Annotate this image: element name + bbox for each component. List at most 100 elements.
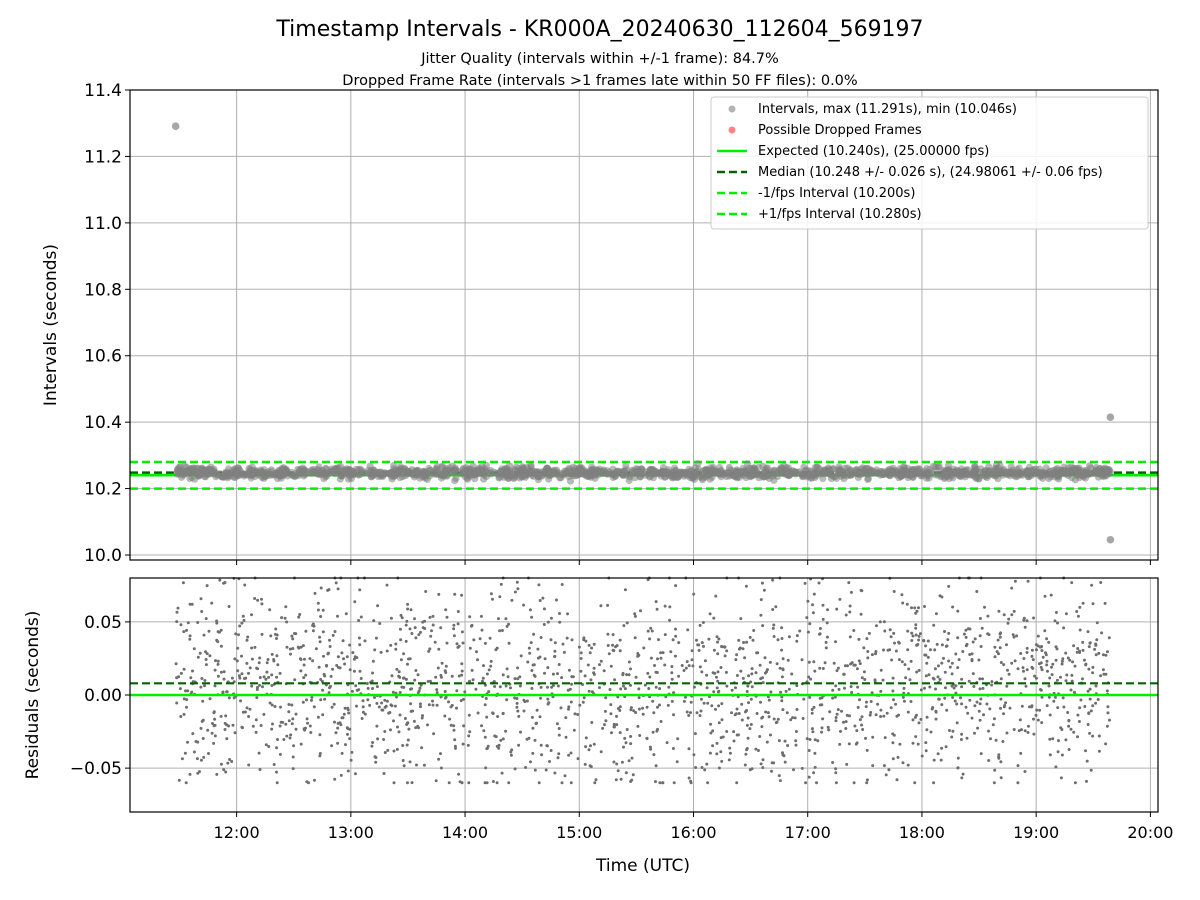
- residual-point: [747, 674, 751, 678]
- residual-point: [394, 642, 398, 646]
- residual-point: [1034, 676, 1038, 680]
- residual-point: [416, 691, 420, 695]
- residual-point: [450, 674, 454, 678]
- interval-point: [830, 473, 838, 481]
- residual-point: [557, 663, 561, 666]
- residual-point: [972, 685, 976, 688]
- residual-point: [589, 744, 592, 748]
- residual-point: [875, 624, 878, 628]
- residual-point: [431, 699, 434, 703]
- residual-point: [437, 647, 441, 651]
- residual-point: [258, 676, 262, 679]
- interval-point: [719, 470, 727, 478]
- residual-point: [812, 771, 816, 775]
- residual-point: [620, 760, 624, 764]
- residual-point: [232, 696, 236, 700]
- residual-point: [1039, 665, 1043, 669]
- residual-point: [825, 621, 829, 625]
- residual-point: [934, 687, 937, 691]
- residual-point: [793, 716, 797, 720]
- residual-point: [715, 741, 719, 745]
- residual-point: [548, 760, 551, 763]
- residual-point: [554, 598, 558, 602]
- interval-point: [432, 465, 440, 473]
- residual-point: [649, 626, 653, 630]
- residual-point: [1034, 648, 1038, 652]
- residual-point: [716, 652, 720, 656]
- residual-point: [335, 664, 339, 667]
- residual-point: [843, 686, 846, 690]
- residual-point: [539, 636, 543, 639]
- residual-point: [629, 742, 633, 746]
- residual-point: [402, 676, 406, 680]
- residual-point: [250, 613, 253, 617]
- residual-point: [687, 664, 691, 668]
- residual-point: [978, 634, 982, 638]
- residual-point: [989, 737, 992, 741]
- residual-point: [377, 705, 381, 709]
- residual-point: [689, 711, 692, 715]
- residual-point: [705, 762, 709, 766]
- residual-point: [777, 774, 781, 778]
- interval-point: [731, 472, 739, 481]
- residual-point: [431, 703, 435, 707]
- residual-point: [321, 713, 325, 717]
- residual-point: [890, 658, 894, 662]
- residual-point: [682, 699, 686, 703]
- residual-point: [346, 769, 350, 773]
- residual-point: [1081, 648, 1085, 652]
- residual-point: [948, 665, 952, 669]
- residual-point: [979, 697, 983, 701]
- residual-point: [491, 780, 495, 783]
- residual-point: [476, 711, 480, 715]
- residual-point: [927, 673, 931, 677]
- residual-point: [818, 632, 821, 636]
- residual-point: [1090, 583, 1094, 587]
- residual-point: [977, 709, 981, 713]
- residual-point: [476, 658, 479, 662]
- residual-point: [1043, 629, 1047, 633]
- residual-point: [933, 667, 937, 671]
- residual-point: [865, 700, 868, 704]
- residual-point: [861, 728, 865, 731]
- residual-point: [292, 744, 296, 748]
- residual-point: [354, 684, 358, 688]
- residual-point: [203, 679, 207, 682]
- residual-point: [754, 671, 758, 675]
- interval-point: [764, 470, 772, 478]
- residual-point: [937, 697, 941, 701]
- residual-point: [618, 638, 622, 642]
- residual-point: [781, 708, 785, 712]
- residual-point: [760, 725, 764, 729]
- residual-point: [859, 612, 863, 616]
- interval-point: [603, 470, 611, 478]
- residual-point: [213, 684, 217, 688]
- residual-point: [1047, 684, 1051, 688]
- residual-point: [410, 632, 414, 635]
- residual-point: [366, 686, 370, 690]
- residual-point: [196, 621, 200, 624]
- residual-point: [876, 702, 880, 706]
- residual-point: [1073, 664, 1077, 668]
- residual-point: [1067, 718, 1071, 722]
- residual-point: [703, 768, 707, 772]
- residual-point: [358, 588, 362, 592]
- residual-point: [612, 649, 616, 653]
- residual-point: [408, 760, 412, 764]
- residual-point: [728, 751, 732, 755]
- residual-point: [485, 672, 489, 676]
- residual-point: [970, 716, 974, 720]
- residual-point: [1050, 665, 1053, 669]
- residual-point: [184, 781, 188, 785]
- residual-point: [1040, 649, 1044, 652]
- residual-point: [419, 683, 423, 687]
- residual-point: [178, 687, 182, 691]
- residual-point: [706, 781, 710, 785]
- residual-point: [186, 740, 189, 744]
- residual-point: [255, 666, 259, 670]
- residual-point: [192, 750, 196, 754]
- residual-point: [402, 652, 406, 656]
- residual-point: [772, 717, 776, 721]
- residual-point: [287, 719, 291, 723]
- residual-point: [1001, 740, 1005, 743]
